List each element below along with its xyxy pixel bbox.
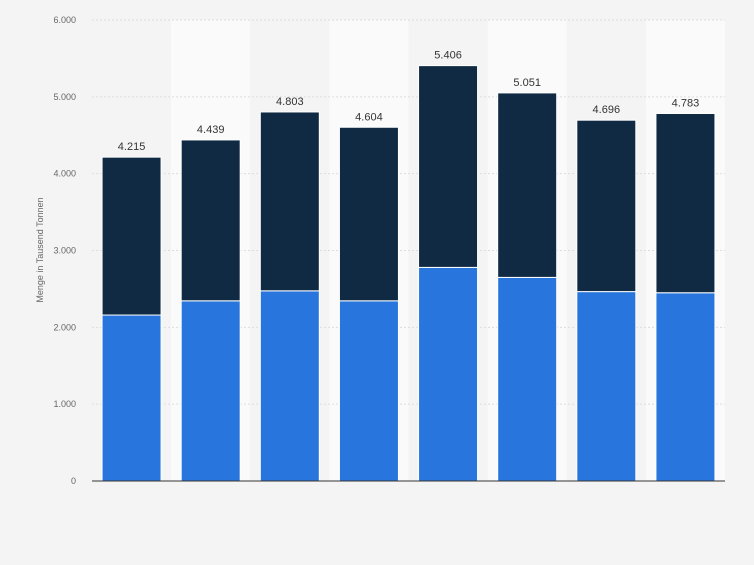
y-tick-label: 6.000 xyxy=(53,15,76,25)
bar-segment-upper[interactable] xyxy=(497,92,558,278)
bar-segment-lower[interactable] xyxy=(101,314,162,482)
bar-total-label: 4.215 xyxy=(118,141,146,153)
bars xyxy=(101,65,716,482)
bar-total-label: 4.803 xyxy=(276,96,304,108)
bar-segment-lower[interactable] xyxy=(497,276,558,482)
bar-total-label: 4.439 xyxy=(197,124,225,136)
bar-segment-upper[interactable] xyxy=(180,139,241,302)
bar-segment-upper[interactable] xyxy=(101,156,162,316)
bar-segment-lower[interactable] xyxy=(180,300,241,482)
bar-segment-upper[interactable] xyxy=(338,126,399,302)
value-labels: 4.215 4.439 4.803 4.604 5.406 5.051 4.696 4.783 xyxy=(118,50,699,154)
bar-segment-lower[interactable] xyxy=(576,291,637,482)
y-tick-label: 4.000 xyxy=(53,169,76,179)
y-tick-label: 5.000 xyxy=(53,92,76,102)
bar-segment-upper[interactable] xyxy=(259,111,320,292)
y-tick-label: 2.000 xyxy=(53,322,76,332)
bar-segment-lower[interactable] xyxy=(655,292,716,482)
bar-segment-lower[interactable] xyxy=(338,300,399,482)
bar-total-label: 4.783 xyxy=(672,98,700,110)
bar-segment-lower[interactable] xyxy=(259,290,320,482)
bar-total-label: 5.051 xyxy=(513,77,541,89)
y-tick-label: 3.000 xyxy=(53,246,76,256)
bar-total-label: 4.604 xyxy=(355,111,383,123)
y-tick-label: 1.000 xyxy=(53,399,76,409)
bar-total-label: 4.696 xyxy=(593,104,621,116)
bar-segment-upper[interactable] xyxy=(418,65,479,268)
bar-segment-upper[interactable] xyxy=(655,113,716,294)
bar-segment-lower[interactable] xyxy=(418,266,479,482)
y-axis-ticks: 0 1.000 2.000 3.000 4.000 5.000 6.000 xyxy=(53,15,76,486)
bar-total-label: 5.406 xyxy=(434,50,462,62)
y-axis-title: Menge in Tausend Tonnen xyxy=(35,197,45,302)
y-tick-label: 0 xyxy=(71,476,76,486)
bar-segment-upper[interactable] xyxy=(576,119,637,293)
